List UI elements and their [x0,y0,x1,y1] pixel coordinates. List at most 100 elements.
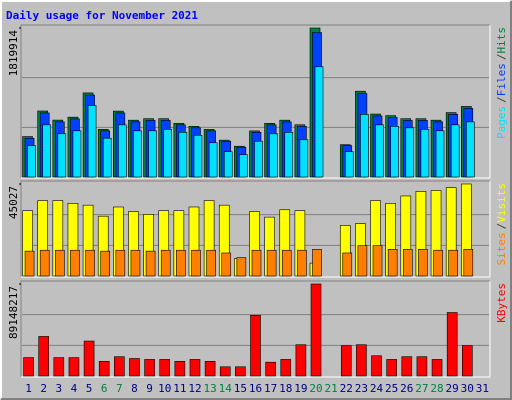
bar [85,249,95,277]
x-tick-label: 14 [219,382,233,395]
x-tick-label: 26 [400,382,413,395]
x-tick-label: 11 [173,382,186,395]
panel-edge-dark [20,24,490,178]
legend: Pages/Files/Hits [495,27,508,139]
bar [159,359,171,377]
bar [87,105,97,178]
bar [297,249,307,277]
x-tick-label: 30 [461,382,474,395]
bar [295,344,307,377]
bar [401,356,413,377]
x-tick-label: 5 [86,382,93,395]
legend-separator: / [495,54,508,61]
bar [204,360,216,377]
bar [372,245,383,277]
panel-edge-dark [20,180,490,277]
bar [342,252,353,277]
bar [371,355,382,377]
bar [280,359,292,377]
bar [312,249,322,277]
bar [390,126,399,178]
bar [115,249,126,277]
bar [68,357,80,377]
bar [420,129,430,178]
bar [431,359,443,377]
bar [114,356,125,377]
bar [463,249,474,277]
bar [206,249,216,277]
panel-edge-light [21,281,491,378]
bar [254,140,263,178]
bar [133,130,142,178]
x-tick-label: 31 [476,382,489,395]
x-tick-label: 16 [249,382,262,395]
x-tick-label: 1 [25,382,32,395]
x-tick-label: 28 [430,382,443,395]
bar [281,249,292,277]
bar [344,151,354,178]
bar [191,249,201,277]
bar [178,132,188,178]
bar [223,151,233,178]
bar [235,366,246,377]
bar [360,114,369,178]
bar [387,249,398,277]
bar [118,124,127,178]
legend-entry: KBytes [495,283,508,323]
bar [340,345,352,377]
bar [39,249,50,277]
legend: KBytes [495,283,508,323]
x-tick-label: 25 [385,382,398,395]
bar [100,250,111,277]
bar [405,127,415,178]
x-tick-label: 29 [446,382,459,395]
bar [98,360,110,377]
x-tick-label: 2 [40,382,47,395]
bar [462,345,473,377]
bar [251,249,262,277]
bar [299,139,309,178]
bar [433,249,443,277]
bar [163,129,173,178]
bar [53,357,65,377]
x-tick-label: 20 [309,382,322,395]
x-tick-label: 27 [415,382,428,395]
x-tick-label: 9 [146,382,153,395]
bar [70,249,80,277]
x-tick-label: 8 [131,382,138,395]
bar [236,257,247,277]
bar [466,121,475,178]
legend-separator: / [495,96,508,103]
x-tick-label: 22 [340,382,353,395]
bar [189,359,201,377]
y-tick-label: 1819914 [7,30,20,77]
y-tick-label: 45027 [7,186,20,219]
bar [55,249,65,277]
bar [83,340,95,377]
x-tick-label: 6 [101,382,108,395]
bar [356,344,367,377]
panel-edge-light [21,25,491,179]
bar [250,314,261,377]
legend-entry: Sites [495,232,508,265]
bar [129,358,140,377]
bar [193,134,203,178]
bar [284,132,294,178]
bar [219,366,231,377]
x-tick-label: 19 [294,382,307,395]
x-tick-label: 15 [234,382,247,395]
x-tick-label: 13 [203,382,216,395]
x-tick-label: 12 [188,382,201,395]
legend-entry: Files [495,63,508,96]
bar [314,66,324,178]
x-tick-label: 7 [116,382,123,395]
bar [239,154,248,178]
bar [265,361,276,377]
x-tick-label: 10 [158,382,171,395]
legend-entry: Visits [495,183,508,223]
bar [266,249,277,277]
bar [386,359,397,377]
